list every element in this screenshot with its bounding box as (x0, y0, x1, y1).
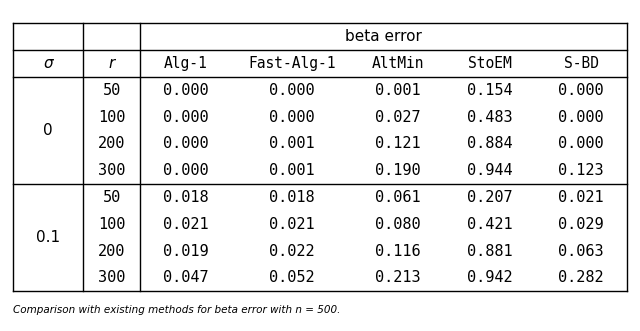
Text: 0.207: 0.207 (467, 190, 512, 205)
Text: 0.154: 0.154 (467, 83, 512, 98)
Text: 0.421: 0.421 (467, 217, 512, 232)
Text: 0.027: 0.027 (375, 110, 420, 124)
Text: 0.213: 0.213 (375, 270, 420, 285)
Text: 0.063: 0.063 (559, 244, 604, 259)
Text: 0.881: 0.881 (467, 244, 512, 259)
Text: 0.047: 0.047 (163, 270, 209, 285)
Text: S-BD: S-BD (564, 56, 599, 71)
Text: 0.019: 0.019 (163, 244, 209, 259)
Text: 0.000: 0.000 (163, 83, 209, 98)
Text: AltMin: AltMin (371, 56, 424, 71)
Text: 0.000: 0.000 (559, 136, 604, 151)
Text: 0.001: 0.001 (269, 136, 315, 151)
Text: 0.190: 0.190 (375, 163, 420, 178)
Text: 300: 300 (98, 163, 125, 178)
Text: 100: 100 (98, 110, 125, 124)
Text: 0.018: 0.018 (163, 190, 209, 205)
Text: 0.000: 0.000 (163, 163, 209, 178)
Text: 0.022: 0.022 (269, 244, 315, 259)
Text: 200: 200 (98, 136, 125, 151)
Text: 0.282: 0.282 (559, 270, 604, 285)
Text: Comparison with existing methods for beta error with n = 500.: Comparison with existing methods for bet… (13, 305, 340, 314)
Text: 0.483: 0.483 (467, 110, 512, 124)
Text: 0: 0 (44, 123, 53, 138)
Text: 0.000: 0.000 (559, 83, 604, 98)
Text: 50: 50 (102, 83, 121, 98)
Text: 0.942: 0.942 (467, 270, 512, 285)
Text: 0.080: 0.080 (375, 217, 420, 232)
Text: 0.000: 0.000 (163, 136, 209, 151)
Text: 0.000: 0.000 (559, 110, 604, 124)
Text: 0.1: 0.1 (36, 230, 60, 245)
Text: Alg-1: Alg-1 (164, 56, 208, 71)
Text: 0.001: 0.001 (375, 83, 420, 98)
Text: beta error: beta error (345, 29, 422, 44)
Text: 0.021: 0.021 (163, 217, 209, 232)
Text: 0.944: 0.944 (467, 163, 512, 178)
Text: 0.021: 0.021 (559, 190, 604, 205)
Text: 200: 200 (98, 244, 125, 259)
Text: 0.121: 0.121 (375, 136, 420, 151)
Text: 0.884: 0.884 (467, 136, 512, 151)
Text: 0.001: 0.001 (269, 163, 315, 178)
Text: StoEM: StoEM (468, 56, 511, 71)
Text: 300: 300 (98, 270, 125, 285)
Text: 0.018: 0.018 (269, 190, 315, 205)
Text: 0.000: 0.000 (269, 110, 315, 124)
Text: 0.000: 0.000 (269, 83, 315, 98)
Text: 0.061: 0.061 (375, 190, 420, 205)
Text: 0.116: 0.116 (375, 244, 420, 259)
Text: 0.029: 0.029 (559, 217, 604, 232)
Text: r: r (109, 56, 115, 71)
Text: 0.021: 0.021 (269, 217, 315, 232)
Text: 0.123: 0.123 (559, 163, 604, 178)
Text: 50: 50 (102, 190, 121, 205)
Text: 0.052: 0.052 (269, 270, 315, 285)
Text: σ: σ (44, 56, 53, 71)
Text: 100: 100 (98, 217, 125, 232)
Text: 0.000: 0.000 (163, 110, 209, 124)
Text: Fast-Alg-1: Fast-Alg-1 (248, 56, 335, 71)
